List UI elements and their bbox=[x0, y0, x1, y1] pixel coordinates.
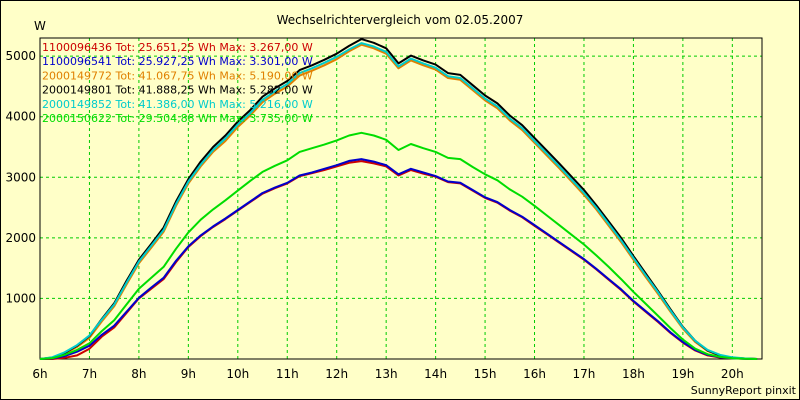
legend-entry-2000149801: 2000149801 Tot: 41.888,25 Wh Max: 5.282,… bbox=[42, 84, 313, 97]
legend: 1100096436 Tot: 25.651,25 Wh Max: 3.267,… bbox=[42, 41, 313, 125]
x-tick-label: 16h bbox=[523, 367, 546, 381]
x-tick-label: 13h bbox=[375, 367, 398, 381]
y-tick-label: 1000 bbox=[5, 291, 36, 305]
x-tick-label: 10h bbox=[226, 367, 249, 381]
series-line-1100096541 bbox=[39, 158, 758, 360]
series-layer bbox=[39, 38, 758, 360]
x-tick-label: 9h bbox=[181, 367, 196, 381]
legend-entry-1100096541: 1100096541 Tot: 25.927,25 Wh Max: 3.301,… bbox=[42, 55, 313, 68]
series-line-2000150622 bbox=[39, 131, 758, 360]
x-tick-label: 7h bbox=[82, 367, 97, 381]
legend-entry-2000149772: 2000149772 Tot: 41.067,75 Wh Max: 5.190,… bbox=[42, 69, 313, 82]
y-tick-label: 3000 bbox=[5, 170, 36, 184]
plot-area bbox=[39, 37, 763, 360]
y-axis-ticks: 1000 2000 3000 4000 5000 bbox=[5, 49, 36, 305]
x-tick-label: 12h bbox=[325, 367, 348, 381]
x-tick-label: 6h bbox=[32, 367, 47, 381]
x-tick-label: 17h bbox=[573, 367, 596, 381]
chart-title: Wechselrichtervergleich vom 02.05.2007 bbox=[277, 13, 524, 27]
x-tick-label: 15h bbox=[474, 367, 497, 381]
x-tick-label: 18h bbox=[622, 367, 645, 381]
x-tick-label: 19h bbox=[671, 367, 694, 381]
y-tick-label: 2000 bbox=[5, 231, 36, 245]
legend-entry-1100096436: 1100096436 Tot: 25.651,25 Wh Max: 3.267,… bbox=[42, 41, 313, 54]
x-tick-label: 8h bbox=[131, 367, 146, 381]
legend-entry-2000149852: 2000149852 Tot: 41.386,00 Wh Max: 5.216,… bbox=[42, 98, 313, 111]
x-tick-label: 11h bbox=[276, 367, 299, 381]
series-line-2000149852 bbox=[39, 42, 758, 360]
y-tick-label: 4000 bbox=[5, 110, 36, 124]
y-axis-unit-label: W bbox=[34, 19, 46, 33]
footer-credit: SunnyReport pinxit bbox=[691, 384, 797, 397]
x-tick-label: 20h bbox=[721, 367, 744, 381]
x-axis-ticks: 6h 7h 8h 9h 10h 11h 12h 13h 14h 15h 16h 17h 18h 19h 20… bbox=[32, 367, 743, 381]
y-tick-label: 5000 bbox=[5, 49, 36, 63]
series-line-2000149772 bbox=[39, 43, 758, 360]
grid bbox=[39, 38, 762, 359]
series-line-2000149801 bbox=[39, 38, 758, 360]
legend-entry-2000150622: 2000150622 Tot: 29.504,88 Wh Max: 3.735,… bbox=[42, 112, 313, 125]
x-tick-label: 14h bbox=[424, 367, 447, 381]
